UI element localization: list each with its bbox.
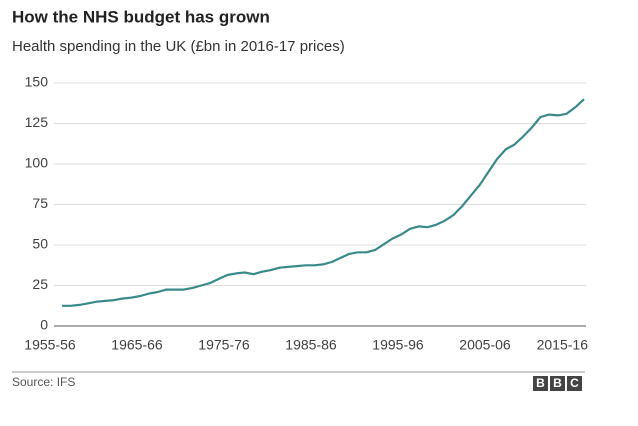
chart-title: How the NHS budget has grown xyxy=(12,7,270,26)
logo-letter: B xyxy=(553,376,562,390)
y-tick-label: 100 xyxy=(25,155,49,171)
logo-box xyxy=(567,376,582,391)
x-tick-label: 1995-96 xyxy=(372,337,424,353)
logo-box xyxy=(550,376,565,391)
logo-letter: C xyxy=(570,376,579,390)
x-tick-label: 1985-86 xyxy=(285,337,337,353)
logo-box xyxy=(533,376,548,391)
x-tick-label: 2005-06 xyxy=(459,337,511,353)
x-tick-label: 1955-56 xyxy=(24,337,76,353)
y-tick-label: 150 xyxy=(25,74,49,90)
y-tick-label: 25 xyxy=(32,276,48,292)
x-tick-label: 1975-76 xyxy=(198,337,250,353)
y-tick-label: 125 xyxy=(25,114,49,130)
y-tick-label: 50 xyxy=(32,236,48,252)
x-tick-label: 2015-16 xyxy=(537,337,589,353)
y-tick-label: 0 xyxy=(40,317,48,333)
source: Source: IFS xyxy=(12,375,75,389)
chart-subtitle: Health spending in the UK (£bn in 2016-1… xyxy=(12,38,345,55)
data-line xyxy=(62,98,585,307)
y-tick-label: 75 xyxy=(32,195,48,211)
x-tick-label: 1965-66 xyxy=(111,337,163,353)
logo-letter: B xyxy=(536,376,545,390)
